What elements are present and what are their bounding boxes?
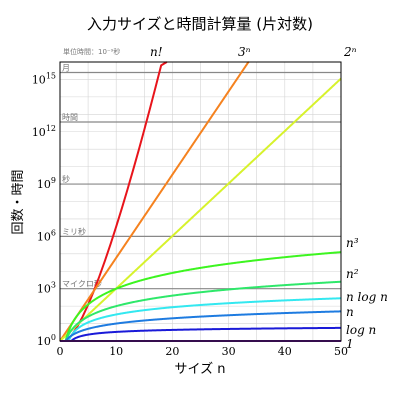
series-labels: n! 3ⁿ 2ⁿ n³ n² n log nn log n1: [150, 45, 388, 351]
x-tick-label: 10: [109, 345, 123, 358]
reference-label: 秒: [62, 174, 70, 184]
reference-label: 時間: [62, 113, 78, 122]
x-tick-label: 50: [334, 345, 348, 358]
series-label: 1: [346, 337, 354, 351]
x-tick-label: 40: [278, 345, 292, 358]
series-line: [60, 280, 342, 342]
x-tick-label: 20: [165, 345, 179, 358]
y-tick-labels: 100 103 106 109 1012 1015: [32, 71, 56, 348]
series-label: n!: [150, 45, 163, 59]
x-tick-label: 30: [222, 345, 236, 358]
time-unit-note: 単位時間：10⁻⁹秒: [63, 47, 120, 56]
series-line: [59, 77, 342, 342]
y-tick-label: 103: [37, 281, 56, 296]
y-tick-label: 1015: [32, 71, 56, 86]
reference-label: ミリ秒: [62, 226, 86, 236]
y-tick-label: 106: [37, 228, 56, 243]
series-label: 3ⁿ: [238, 45, 251, 59]
y-tick-label: 1012: [32, 124, 56, 139]
reference-label: マイクロ秒: [62, 279, 102, 289]
x-axis-title: サイズ n: [175, 361, 226, 377]
y-tick-label: 109: [37, 176, 56, 191]
y-tick-label: 100: [37, 333, 56, 348]
series-line: [64, 61, 168, 342]
x-tick-label: 0: [57, 345, 64, 358]
series-line: [59, 61, 250, 342]
series-label: n: [346, 305, 354, 319]
series-label: n³: [346, 236, 359, 250]
series-line: [60, 251, 342, 342]
reference-label: 月: [62, 63, 70, 72]
x-tick-labels: 0 10 20 30 40 50: [57, 345, 349, 358]
plot-frame: [59, 61, 342, 342]
series-line: [65, 326, 342, 342]
y-axis-title: 回数・時間: [11, 169, 26, 234]
series-label: n²: [346, 267, 359, 281]
series-line: [60, 310, 342, 342]
series-line: [65, 297, 342, 342]
series-label: 2ⁿ: [343, 45, 357, 59]
series-label: log n: [346, 323, 376, 337]
series-label: n log n: [346, 290, 388, 304]
chart-title: 入力サイズと時間計算量 (片対数): [87, 15, 313, 33]
